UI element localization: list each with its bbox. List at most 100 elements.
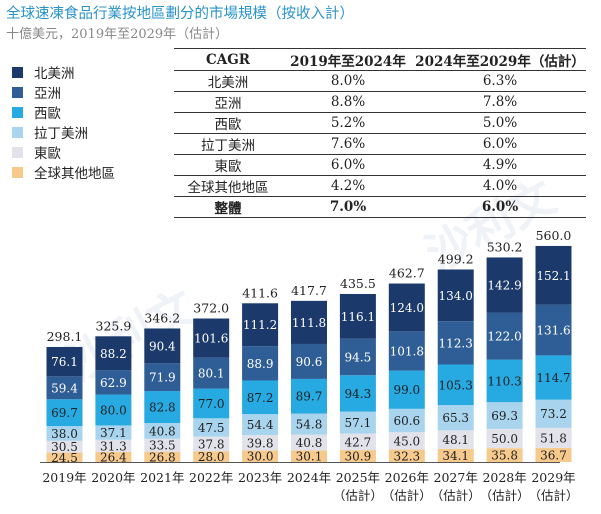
data-label: 40.8 — [149, 424, 176, 438]
x-tick-sublabel: （估計） — [382, 488, 432, 503]
bar-segment — [193, 451, 230, 462]
cagr-total-value: 7.0% — [282, 196, 414, 218]
cagr-row: 東歐 6.0% 4.9% — [174, 154, 586, 176]
bar-segment — [144, 451, 181, 462]
data-label: 122.0 — [487, 330, 521, 344]
data-label: 48.1 — [442, 433, 469, 447]
legend-swatch — [12, 146, 23, 158]
total-label: 372.0 — [193, 301, 229, 316]
total-label: 462.7 — [389, 266, 425, 281]
data-label: 28.0 — [198, 450, 225, 464]
data-label: 62.9 — [100, 376, 127, 390]
legend-swatch — [12, 86, 23, 98]
cagr-region: 西歐 — [174, 112, 282, 134]
legend-item: 拉丁美洲 — [12, 122, 115, 142]
data-label: 38.0 — [51, 427, 78, 441]
cagr-region: 東歐 — [174, 154, 282, 176]
bar-segment — [388, 370, 425, 409]
data-label: 47.5 — [198, 421, 225, 435]
x-tick-sublabel: （估計） — [528, 488, 578, 503]
bar-segment — [437, 405, 474, 431]
legend-item: 北美洲 — [12, 62, 115, 82]
data-label: 112.3 — [439, 336, 473, 350]
x-tick-label: 2020年 — [91, 470, 135, 485]
data-label: 73.2 — [540, 407, 567, 421]
bar-segment — [388, 331, 425, 371]
total-label: 298.1 — [47, 329, 83, 344]
bar-segment — [291, 300, 327, 344]
legend-label: 全球其他地區 — [34, 166, 115, 182]
bar-segment — [437, 430, 474, 449]
cagr-value: 8.8% — [282, 91, 414, 113]
data-label: 99.0 — [393, 383, 420, 397]
bar-segment — [95, 425, 132, 440]
cagr-value: 7.6% — [282, 133, 414, 155]
x-tick-label: 2029年 — [531, 470, 575, 485]
data-label: 30.9 — [345, 450, 372, 464]
total-label: 499.2 — [438, 251, 474, 266]
legend-label: 亞洲 — [34, 86, 61, 102]
bar-segment — [193, 418, 230, 437]
bar-segment — [437, 364, 474, 406]
data-label: 82.8 — [149, 401, 176, 415]
cagr-row: 西歐 5.2% 5.0% — [174, 112, 586, 134]
cagr-total-label: 整體 — [174, 196, 282, 218]
data-label: 76.1 — [51, 355, 78, 369]
cagr-header-cell: 2019年至2024年 — [282, 48, 414, 71]
data-label: 87.2 — [247, 391, 274, 405]
bar-segment — [46, 452, 83, 462]
total-label: 560.0 — [536, 228, 572, 243]
chart-title: 全球速凍食品行業按地區劃分的市場規模（按收入計） — [6, 6, 354, 22]
cagr-total-value: 6.0% — [414, 196, 586, 218]
data-label: 54.4 — [247, 418, 274, 432]
bar-segment — [144, 363, 181, 392]
bar-segment — [242, 380, 279, 415]
bar-segment — [95, 439, 132, 452]
total-label: 325.9 — [96, 318, 132, 333]
cagr-row: 全球其他地區 4.2% 4.0% — [174, 175, 586, 197]
bar-segment — [388, 432, 425, 450]
legend-item: 西歐 — [12, 102, 115, 122]
bar-segment — [535, 427, 572, 448]
cagr-header-cell: 2024年至2029年（估計） — [414, 48, 586, 71]
bar-segment — [486, 428, 523, 449]
legend-label: 東歐 — [34, 146, 61, 162]
bar-segment — [242, 346, 279, 381]
data-label: 36.7 — [540, 448, 567, 462]
data-label: 94.5 — [345, 350, 372, 364]
bar-segment — [193, 388, 230, 419]
data-label: 39.8 — [247, 436, 274, 450]
cagr-total-row: 整體 7.0% 6.0% — [174, 196, 586, 218]
legend-label: 拉丁美洲 — [34, 126, 88, 142]
bar-segment — [291, 413, 327, 435]
data-label: 77.0 — [198, 397, 225, 411]
data-label: 90.6 — [296, 355, 323, 369]
data-label: 31.3 — [100, 439, 127, 453]
data-label: 111.2 — [243, 318, 277, 332]
data-label: 30.0 — [247, 450, 274, 464]
data-label: 65.3 — [442, 411, 469, 425]
legend-label: 西歐 — [34, 106, 61, 122]
data-label: 26.8 — [149, 450, 176, 464]
data-label: 37.8 — [198, 437, 225, 451]
data-label: 152.1 — [536, 269, 570, 283]
bar-segment — [291, 434, 327, 451]
data-label: 50.0 — [491, 432, 518, 446]
bar-segment — [339, 450, 376, 462]
data-label: 45.0 — [393, 434, 420, 448]
cagr-row: 北美洲 8.0% 6.3% — [174, 70, 586, 92]
bar-segment — [291, 450, 327, 462]
data-label: 116.1 — [341, 310, 375, 324]
bar-segment — [339, 375, 376, 412]
legend-item: 全球其他地區 — [12, 162, 115, 182]
data-label: 54.8 — [296, 418, 323, 432]
data-label: 34.1 — [442, 449, 469, 463]
data-label: 30.5 — [51, 440, 78, 454]
total-label: 530.2 — [487, 239, 523, 254]
bar-segment — [339, 433, 376, 451]
bar-segment — [291, 378, 327, 414]
data-label: 40.8 — [296, 436, 323, 450]
bar-segment — [535, 245, 572, 305]
x-tick-label: 2028年 — [482, 470, 526, 485]
